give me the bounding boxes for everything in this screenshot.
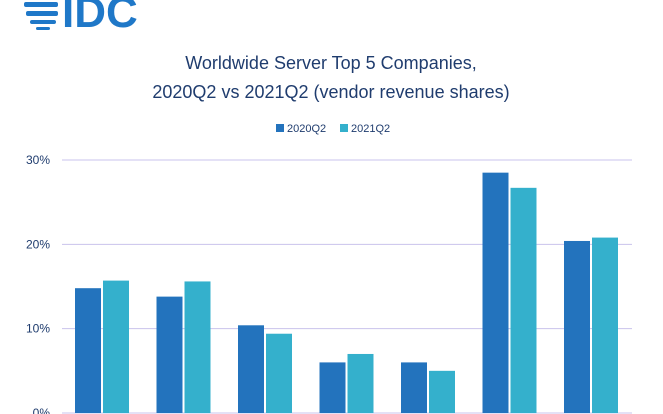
bar-2021q2-3	[347, 353, 374, 413]
legend-swatch-2021q2	[340, 124, 348, 132]
logo-globe-icon	[24, 2, 58, 30]
bar-2021q2-5	[510, 187, 537, 413]
bar-2020q2-6	[564, 240, 590, 413]
legend-label-2021q2: 2021Q2	[351, 123, 390, 135]
chart-title: Worldwide Server Top 5 Companies,	[185, 53, 476, 73]
y-tick-label: 20%	[26, 237, 50, 251]
y-tick-label: 10%	[26, 322, 50, 336]
gridlines	[62, 159, 632, 414]
bars	[75, 172, 618, 413]
bar-2020q2-3	[319, 362, 346, 413]
bar-2021q2-0	[103, 280, 129, 413]
bar-2021q2-2	[266, 333, 292, 413]
bar-2020q2-2	[238, 325, 264, 413]
bar-2020q2-1	[156, 296, 183, 413]
y-axis-tick-labels: 0% 10% 20% 30%	[26, 153, 50, 414]
y-tick-label: 30%	[26, 153, 50, 167]
bar-2020q2-4	[401, 362, 427, 413]
chart-subtitle: 2020Q2 vs 2021Q2 (vendor revenue shares)	[152, 82, 509, 102]
bar-2020q2-0	[75, 288, 101, 413]
bar-2021q2-4	[429, 370, 455, 413]
bar-2021q2-6	[592, 237, 618, 413]
bar-2020q2-5	[482, 172, 509, 413]
bar-2021q2-1	[184, 281, 211, 413]
idc-logo: IDC	[24, 0, 138, 37]
legend: 2020Q2 2021Q2	[276, 123, 390, 135]
y-tick-label: 0%	[33, 406, 51, 414]
logo-text: IDC	[62, 0, 138, 37]
legend-label-2020q2: 2020Q2	[287, 123, 326, 135]
legend-swatch-2020q2	[276, 124, 284, 132]
